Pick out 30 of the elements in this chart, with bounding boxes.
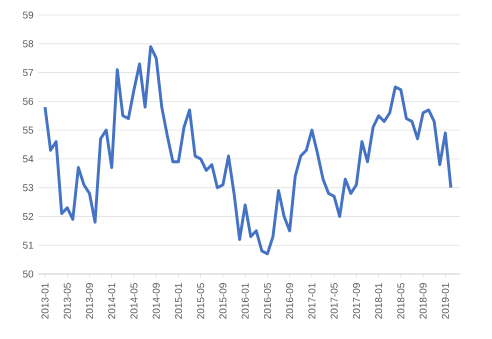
x-tick-label: 2018-01	[375, 283, 382, 319]
x-tick-label: 2015-09	[219, 283, 226, 319]
x-tick-label: 2018-05	[397, 283, 404, 319]
line-series	[44, 45, 452, 256]
x-tick-label: 2017-05	[330, 283, 338, 319]
y-tick-label: 53	[22, 184, 34, 192]
x-tick-label: 2015-01	[174, 283, 182, 319]
x-tick-label: 2013-09	[86, 283, 94, 319]
x-tick-label: 2014-09	[152, 283, 160, 319]
y-tick-label: 55	[22, 126, 34, 134]
y-tick-label: 56	[22, 98, 34, 105]
x-tick-label: 2016-01	[242, 283, 249, 319]
x-tick-label: 2017-01	[308, 283, 316, 319]
y-tick-label: 50	[22, 270, 34, 278]
x-tick-label: 2019-01	[442, 283, 449, 319]
y-tick-label: 59	[22, 11, 34, 19]
y-tick-label: 54	[22, 155, 34, 162]
x-tick-label: 2014-05	[130, 283, 138, 319]
x-tick-label: 2018-09	[420, 283, 427, 319]
x-tick-label: 2015-05	[197, 283, 204, 319]
x-tick-label: 2014-01	[108, 283, 116, 319]
y-tick-label: 58	[22, 40, 34, 48]
x-tick-label: 2016-05	[264, 283, 271, 319]
x-tick-label: 2017-09	[352, 283, 360, 319]
x-tick-label: 2013-01	[41, 283, 49, 319]
y-tick-label: 51	[22, 242, 34, 249]
y-tick-label: 52	[22, 212, 34, 220]
x-tick-label: 2013-05	[64, 283, 71, 319]
y-tick-label: 57	[22, 69, 34, 76]
x-tick-label: 2016-09	[286, 283, 294, 319]
